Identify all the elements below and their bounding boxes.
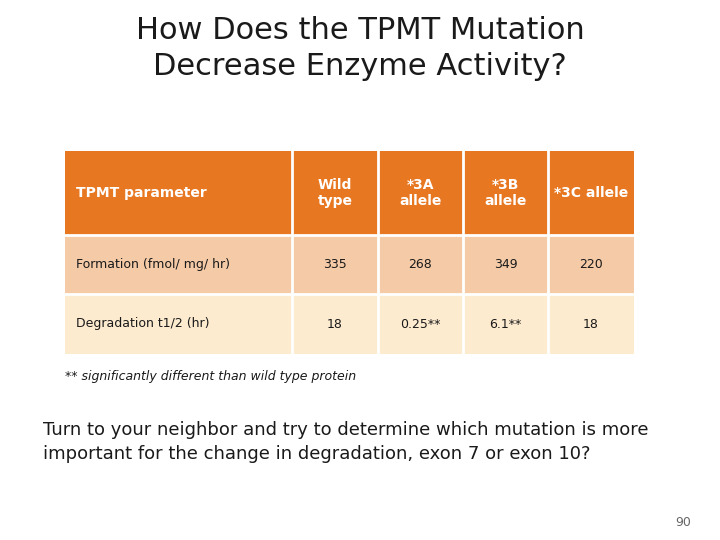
Text: *3A
allele: *3A allele <box>399 178 441 208</box>
Text: 0.25**: 0.25** <box>400 318 441 330</box>
Text: 268: 268 <box>408 258 432 271</box>
Text: 349: 349 <box>494 258 518 271</box>
Text: *3C allele: *3C allele <box>554 186 628 200</box>
Text: 335: 335 <box>323 258 347 271</box>
Text: 90: 90 <box>675 516 691 529</box>
Text: Wild
type: Wild type <box>318 178 353 208</box>
Text: 220: 220 <box>579 258 603 271</box>
Text: 18: 18 <box>327 318 343 330</box>
Text: 18: 18 <box>583 318 599 330</box>
Text: 6.1**: 6.1** <box>490 318 522 330</box>
Text: Degradation t1/2 (hr): Degradation t1/2 (hr) <box>76 318 209 330</box>
Bar <box>65 235 634 294</box>
Text: Turn to your neighbor and try to determine which mutation is more
important for : Turn to your neighbor and try to determi… <box>43 421 649 463</box>
Text: Formation (fmol/ mg/ hr): Formation (fmol/ mg/ hr) <box>76 258 230 271</box>
Bar <box>65 151 634 235</box>
Bar <box>65 294 634 354</box>
Text: ** significantly different than wild type protein: ** significantly different than wild typ… <box>65 370 356 383</box>
Text: How Does the TPMT Mutation
Decrease Enzyme Activity?: How Does the TPMT Mutation Decrease Enzy… <box>135 16 585 81</box>
Text: *3B
allele: *3B allele <box>485 178 527 208</box>
Text: TPMT parameter: TPMT parameter <box>76 186 207 200</box>
